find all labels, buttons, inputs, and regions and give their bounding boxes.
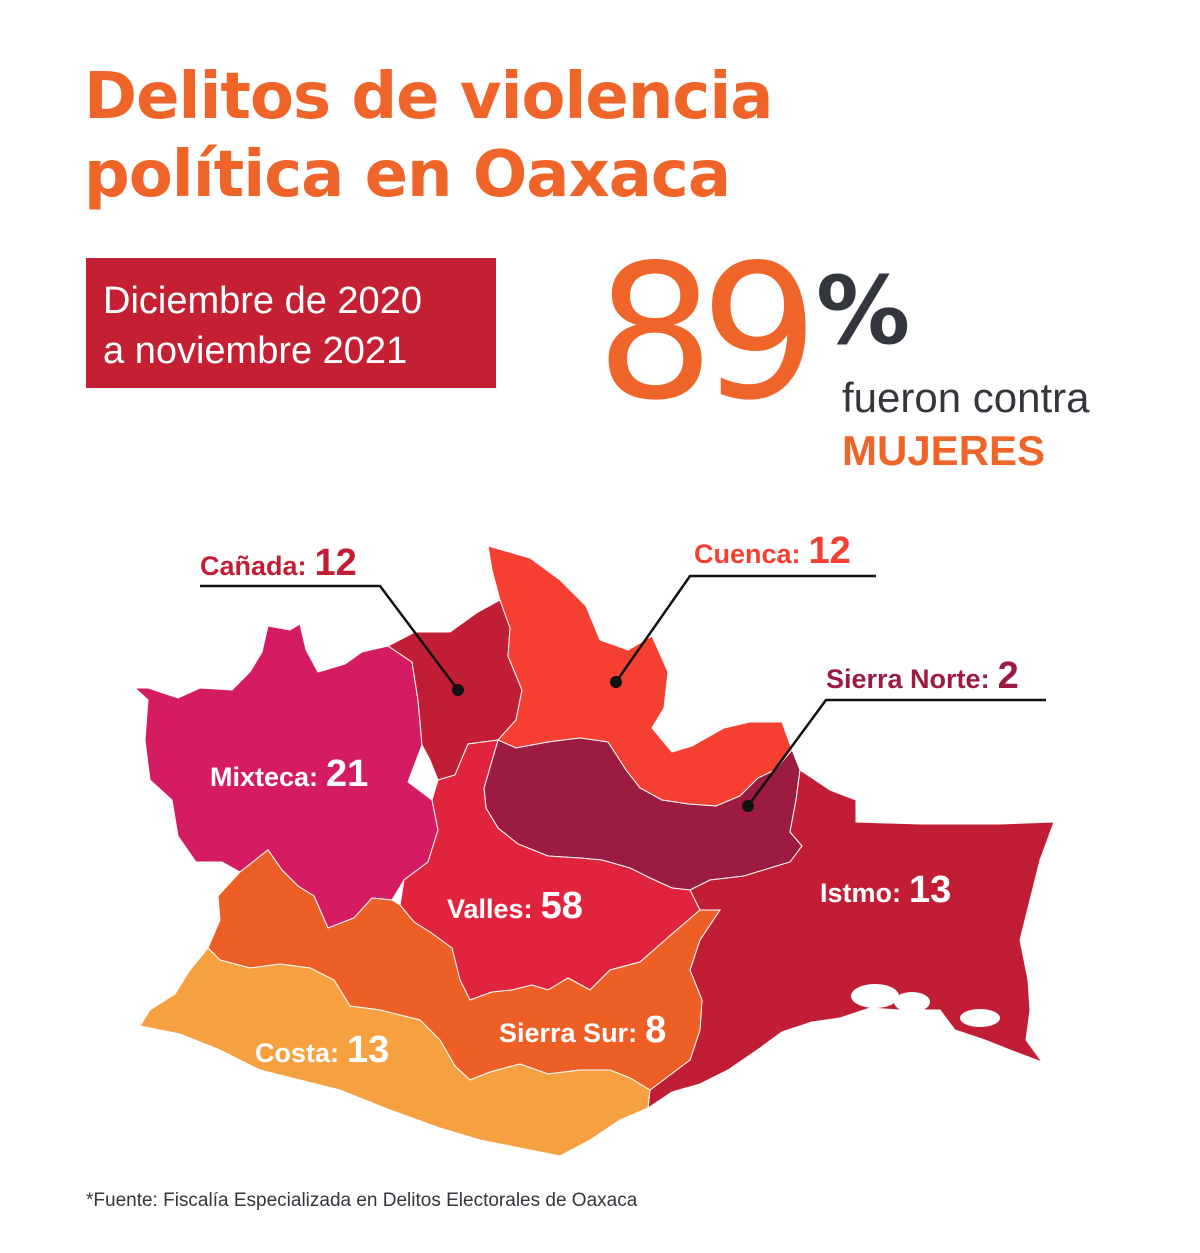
label-istmo-value: 13 <box>909 869 951 911</box>
percentage-caption: fueron contra <box>842 374 1090 421</box>
lagoon <box>851 984 899 1008</box>
label-canada: Cañada: 12 <box>200 542 357 584</box>
leader-sierra-norte <box>742 698 1046 812</box>
leader-canada <box>200 584 464 696</box>
label-sierra-sur-name: Sierra Sur: <box>499 1018 637 1048</box>
percent-sign: % <box>816 257 911 366</box>
label-cuenca-value: 12 <box>809 530 851 572</box>
label-sierra-norte: Sierra Norte: 2 <box>826 655 1019 697</box>
label-costa-name: Costa: <box>255 1038 339 1068</box>
label-valles-value: 58 <box>541 885 583 927</box>
label-cuenca-name: Cuenca: <box>694 539 801 569</box>
infographic-title: Delitos de violencia política en Oaxaca <box>84 58 984 214</box>
label-costa-value: 13 <box>347 1029 389 1071</box>
label-valles: Valles: 58 <box>447 885 583 927</box>
percentage-number: 89 <box>596 224 819 441</box>
period-line-2: a noviembre 2021 <box>103 330 408 372</box>
lagoon <box>960 1009 1000 1027</box>
label-valles-name: Valles: <box>447 894 533 924</box>
label-sierra-sur-value: 8 <box>645 1009 666 1051</box>
percentage-emphasis: MUJERES <box>842 427 1046 474</box>
title-line-1: Delitos de violencia <box>84 60 773 134</box>
label-mixteca-value: 21 <box>326 753 368 795</box>
label-cuenca: Cuenca: 12 <box>694 530 851 572</box>
label-sierra-norte-value: 2 <box>998 655 1019 697</box>
label-mixteca-name: Mixteca: <box>210 762 318 792</box>
period-banner: Diciembre de 2020 a noviembre 2021 <box>86 258 496 388</box>
label-mixteca: Mixteca: 21 <box>210 753 368 795</box>
region-costa <box>139 947 651 1157</box>
period-line-1: Diciembre de 2020 <box>103 280 422 322</box>
oaxaca-regions-map: Cañada: 12 Cuenca: 12 Sierra Norte: 2 Mixte… <box>133 530 1055 1157</box>
label-canada-value: 12 <box>315 542 357 584</box>
label-istmo-name: Istmo: <box>820 878 901 908</box>
lagoon <box>894 992 930 1012</box>
label-sierra-norte-name: Sierra Norte: <box>826 664 990 694</box>
source-note: *Fuente: Fiscalía Especializada en Delit… <box>86 1190 638 1211</box>
title-line-2: política en Oaxaca <box>84 138 731 212</box>
label-sierra-sur: Sierra Sur: 8 <box>499 1009 666 1051</box>
leader-cuenca <box>610 574 876 688</box>
label-canada-name: Cañada: <box>200 551 307 581</box>
label-istmo: Istmo: 13 <box>820 869 951 911</box>
label-costa: Costa: 13 <box>255 1029 389 1071</box>
